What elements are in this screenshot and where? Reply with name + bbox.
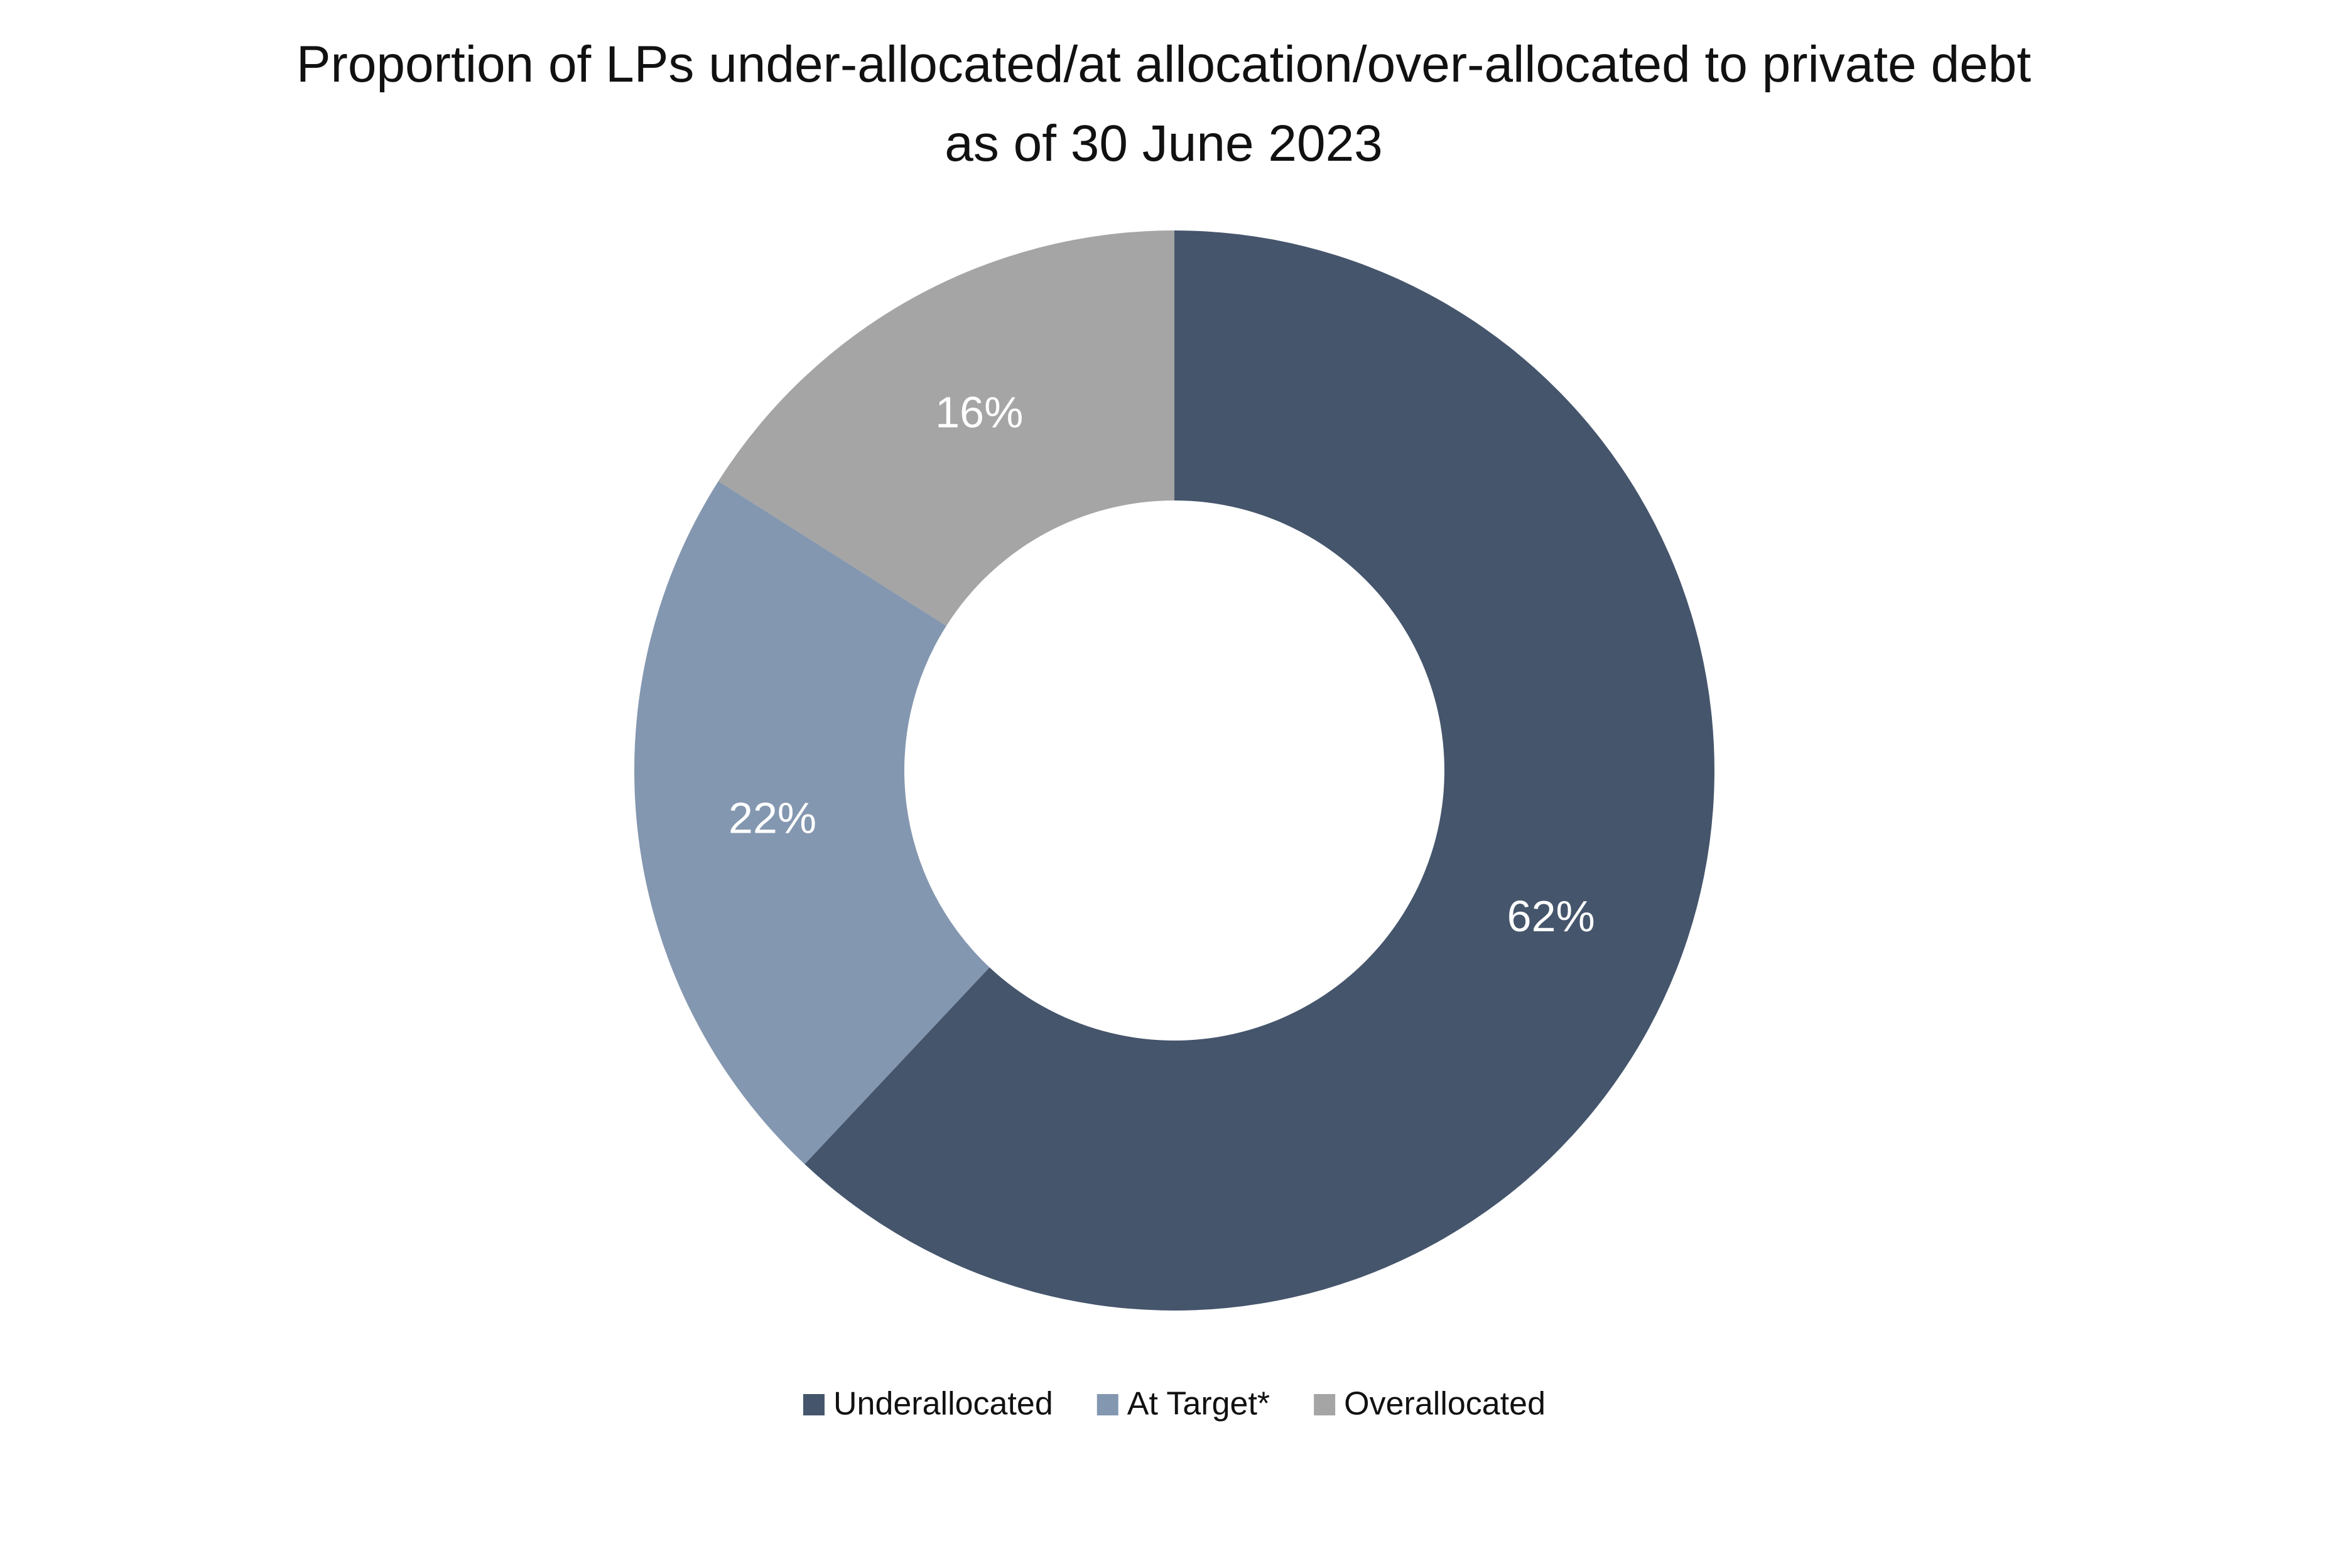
legend-swatch [1314,1394,1336,1415]
legend-swatch [1096,1394,1118,1415]
value-label: 22% [728,793,816,842]
legend-swatch [803,1394,825,1415]
legend-label: At Target* [1127,1386,1270,1422]
legend-label: Overallocated [1344,1386,1546,1422]
value-label: 16% [935,387,1023,436]
value-label: 62% [1507,892,1595,941]
chart-title: Proportion of LPs under-allocated/at all… [296,36,2032,172]
donut-slice [718,230,1174,626]
donut-slice [804,230,1714,1311]
legend-label: Underallocated [833,1386,1053,1422]
donut-slice [634,481,990,1164]
